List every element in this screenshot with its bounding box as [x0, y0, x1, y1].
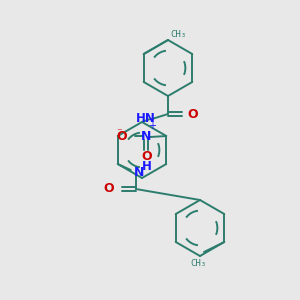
Text: HN: HN — [136, 112, 156, 124]
Text: H: H — [142, 160, 152, 173]
Text: CH₃: CH₃ — [170, 30, 186, 39]
Text: O: O — [117, 130, 127, 142]
Text: CH₃: CH₃ — [190, 259, 206, 268]
Text: ⁻: ⁻ — [116, 127, 122, 137]
Text: O: O — [141, 149, 152, 163]
Text: O: O — [187, 107, 198, 121]
Text: O: O — [103, 182, 114, 196]
Text: N: N — [134, 166, 144, 178]
Text: +: + — [148, 121, 156, 131]
Text: N: N — [141, 130, 152, 142]
